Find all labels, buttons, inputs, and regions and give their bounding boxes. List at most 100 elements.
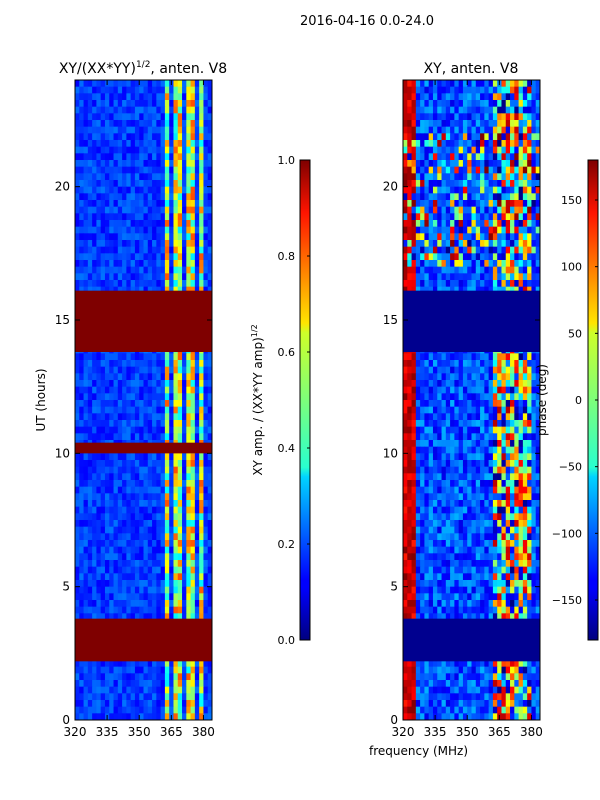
heatmap-cell bbox=[177, 146, 183, 154]
heatmap-cell bbox=[109, 693, 115, 701]
heatmap-cell bbox=[182, 413, 187, 421]
heatmap-cell bbox=[152, 273, 157, 281]
heatmap-cell bbox=[186, 413, 192, 421]
heatmap-cell bbox=[156, 373, 162, 381]
heatmap-cell bbox=[462, 153, 468, 161]
heatmap-cell bbox=[492, 113, 498, 121]
heatmap-cell bbox=[173, 566, 179, 574]
heatmap-cell bbox=[139, 140, 144, 148]
heatmap-cell bbox=[147, 613, 153, 621]
heatmap-cell bbox=[190, 106, 196, 114]
heatmap-cell bbox=[407, 460, 413, 468]
heatmap-cell bbox=[109, 373, 115, 381]
heatmap-cell bbox=[113, 206, 119, 214]
heatmap-cell bbox=[160, 706, 166, 714]
heatmap-cell bbox=[207, 600, 212, 608]
heatmap-cell bbox=[411, 193, 417, 201]
heatmap-cell bbox=[117, 400, 123, 408]
colorbar-tick-label: 1.0 bbox=[278, 154, 296, 167]
heatmap-cell bbox=[79, 126, 85, 134]
heatmap-cell bbox=[194, 173, 200, 181]
heatmap-cell bbox=[207, 473, 212, 481]
heatmap-cell bbox=[173, 680, 179, 688]
heatmap-cell bbox=[100, 433, 106, 441]
heatmap-cell bbox=[152, 566, 157, 574]
heatmap-cell bbox=[407, 93, 413, 101]
heatmap-cell bbox=[147, 586, 153, 594]
heatmap-cell bbox=[92, 233, 97, 241]
heatmap-cell bbox=[190, 406, 196, 414]
heatmap-cell bbox=[454, 353, 460, 361]
heatmap-cell bbox=[100, 173, 106, 181]
heatmap-cell bbox=[156, 133, 162, 141]
heatmap-cell bbox=[505, 233, 511, 241]
heatmap-cell bbox=[535, 80, 540, 88]
heatmap-cell bbox=[411, 466, 417, 474]
heatmap-cell bbox=[87, 280, 93, 288]
heatmap-cell bbox=[139, 680, 144, 688]
heatmap-cell bbox=[518, 226, 524, 234]
heatmap-cell bbox=[186, 226, 192, 234]
heatmap-cell bbox=[186, 186, 192, 194]
heatmap-cell bbox=[152, 220, 157, 228]
heatmap-cell bbox=[160, 453, 166, 461]
heatmap-cell bbox=[104, 546, 110, 554]
heatmap-cell bbox=[134, 433, 140, 441]
heatmap-cell bbox=[186, 400, 192, 408]
heatmap-cell bbox=[104, 686, 110, 694]
heatmap-cell bbox=[199, 593, 204, 601]
heatmap-cell bbox=[458, 393, 464, 401]
heatmap-cell bbox=[139, 400, 144, 408]
heatmap-cell bbox=[471, 160, 477, 168]
heatmap-cell bbox=[147, 180, 153, 188]
heatmap-cell bbox=[173, 433, 179, 441]
heatmap-cell bbox=[207, 260, 212, 268]
heatmap-cell bbox=[535, 246, 540, 254]
heatmap-cell bbox=[492, 206, 498, 214]
heatmap-cell bbox=[186, 466, 192, 474]
heatmap-cell bbox=[199, 673, 204, 681]
heatmap-cell bbox=[83, 273, 89, 281]
heatmap-cell bbox=[139, 600, 144, 608]
heatmap-cell bbox=[505, 193, 511, 201]
heatmap-cell bbox=[199, 513, 204, 521]
heatmap-cell bbox=[75, 520, 80, 528]
heatmap-cell bbox=[199, 546, 204, 554]
heatmap-cell bbox=[518, 166, 524, 174]
heatmap-cell bbox=[75, 100, 80, 108]
heatmap-cell bbox=[156, 526, 162, 534]
heatmap-cell bbox=[156, 213, 162, 221]
heatmap-cell bbox=[527, 373, 532, 381]
heatmap-cell bbox=[164, 593, 170, 601]
heatmap-cell bbox=[450, 113, 455, 121]
heatmap-cell bbox=[177, 453, 183, 461]
heatmap-cell bbox=[87, 260, 93, 268]
heatmap-cell bbox=[501, 86, 507, 94]
heatmap-cell bbox=[109, 566, 115, 574]
heatmap-cell bbox=[83, 580, 89, 588]
heatmap-cell bbox=[194, 666, 200, 674]
heatmap-cell bbox=[156, 546, 162, 554]
heatmap-cell bbox=[190, 693, 196, 701]
heatmap-cell bbox=[169, 533, 174, 541]
heatmap-cell bbox=[458, 140, 464, 148]
heatmap-cell bbox=[75, 353, 80, 361]
heatmap-cell bbox=[531, 380, 537, 388]
heatmap-cell bbox=[475, 453, 481, 461]
heatmap-cell bbox=[143, 286, 149, 294]
heatmap-cell bbox=[109, 260, 115, 268]
heatmap-cell bbox=[199, 713, 204, 720]
heatmap-cell bbox=[173, 360, 179, 368]
heatmap-cell bbox=[501, 373, 507, 381]
heatmap-cell bbox=[75, 420, 80, 428]
heatmap-cell bbox=[450, 153, 455, 161]
heatmap-cell bbox=[177, 413, 183, 421]
heatmap-cell bbox=[428, 273, 434, 281]
heatmap-cell bbox=[160, 586, 166, 594]
heatmap-cell bbox=[160, 373, 166, 381]
heatmap-cell bbox=[462, 360, 468, 368]
heatmap-cell bbox=[480, 280, 485, 288]
heatmap-cell bbox=[415, 126, 421, 134]
heatmap-cell bbox=[518, 80, 524, 88]
heatmap-cell bbox=[100, 280, 106, 288]
